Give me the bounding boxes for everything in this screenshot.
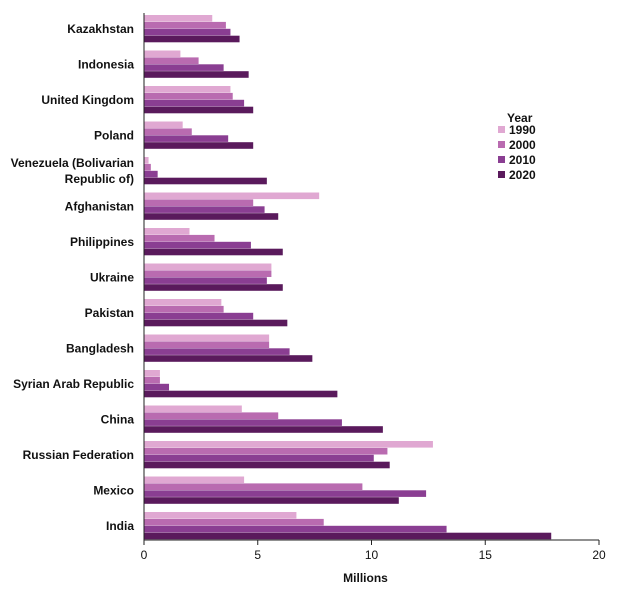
bar-mexico-2000 — [144, 483, 363, 490]
bar-kazakhstan-2020 — [144, 35, 240, 43]
bar-kazakhstan-1990 — [144, 15, 213, 22]
bar-united-kingdom-2020 — [144, 106, 254, 114]
category-label: United Kingdom — [41, 93, 134, 107]
bar-syrian-arab-republic-2010 — [144, 383, 170, 391]
bar-afghanistan-2010 — [144, 206, 265, 213]
category-label: Kazakhstan — [67, 22, 134, 36]
x-axis: 0 5 10 15 20 — [141, 13, 606, 562]
bars-group — [144, 15, 552, 540]
legend-label-2020: 2020 — [509, 168, 536, 182]
category-label: Indonesia — [78, 57, 134, 71]
bar-philippines-2000 — [144, 234, 215, 242]
bar-poland-2000 — [144, 128, 192, 135]
bar-ukraine-2000 — [144, 270, 272, 277]
legend-title: Year — [507, 111, 533, 125]
x-tick-label: 15 — [479, 548, 493, 562]
legend-swatch-2000 — [498, 141, 505, 148]
bar-china-2010 — [144, 419, 342, 426]
category-label: Venezuela (Bolivarian Republic of) — [11, 156, 134, 186]
bar-venezuela-bolivarian-republic-of--1990 — [144, 157, 149, 164]
bar-philippines-2010 — [144, 241, 251, 249]
bar-ukraine-1990 — [144, 263, 272, 271]
bar-russian-federation-2000 — [144, 447, 388, 455]
category-label: Mexico — [93, 483, 134, 497]
bar-bangladesh-2010 — [144, 348, 290, 355]
bar-mexico-2020 — [144, 497, 399, 504]
bar-poland-2020 — [144, 142, 254, 149]
bar-pakistan-1990 — [144, 299, 222, 306]
category-label: China — [101, 412, 135, 426]
bar-poland-2010 — [144, 135, 229, 142]
bar-philippines-2020 — [144, 248, 283, 256]
bar-united-kingdom-2010 — [144, 99, 245, 107]
legend-label-1990: 1990 — [509, 123, 536, 137]
category-label: Pakistan — [85, 306, 134, 320]
bar-afghanistan-1990 — [144, 192, 320, 200]
bar-india-2020 — [144, 532, 552, 540]
bar-russian-federation-2020 — [144, 461, 390, 469]
legend-label-2010: 2010 — [509, 153, 536, 167]
bar-india-1990 — [144, 512, 297, 519]
legend-swatch-2010 — [498, 156, 505, 163]
legend-label-2000: 2000 — [509, 138, 536, 152]
bar-united-kingdom-1990 — [144, 86, 231, 93]
bar-bangladesh-2020 — [144, 355, 313, 362]
bar-indonesia-2000 — [144, 57, 199, 64]
bar-bangladesh-1990 — [144, 334, 270, 342]
bar-syrian-arab-republic-1990 — [144, 370, 160, 377]
x-tick-label: 5 — [254, 548, 261, 562]
bar-ukraine-2010 — [144, 277, 267, 284]
bar-syrian-arab-republic-2000 — [144, 376, 160, 384]
x-tick-label: 10 — [365, 548, 379, 562]
category-label: Poland — [94, 128, 134, 142]
bar-philippines-1990 — [144, 228, 190, 235]
bar-kazakhstan-2000 — [144, 21, 226, 29]
category-label: India — [106, 519, 134, 533]
bar-bangladesh-2000 — [144, 341, 270, 348]
x-axis-title: Millions — [343, 571, 388, 585]
bar-syrian-arab-republic-2020 — [144, 390, 338, 398]
bar-china-1990 — [144, 405, 242, 413]
bar-pakistan-2010 — [144, 312, 254, 320]
bar-kazakhstan-2010 — [144, 28, 231, 36]
bar-poland-1990 — [144, 121, 183, 129]
bar-united-kingdom-2000 — [144, 92, 233, 100]
bar-indonesia-1990 — [144, 50, 181, 58]
x-tick-label: 0 — [141, 548, 148, 562]
bar-india-2010 — [144, 525, 447, 533]
bar-mexico-2010 — [144, 490, 427, 497]
category-label: Bangladesh — [66, 341, 134, 355]
bar-venezuela-bolivarian-republic-of--2010 — [144, 170, 158, 178]
legend-swatch-1990 — [498, 126, 505, 133]
bar-ukraine-2020 — [144, 284, 283, 291]
category-label: Syrian Arab Republic — [13, 377, 134, 391]
bar-indonesia-2020 — [144, 71, 249, 78]
bar-pakistan-2020 — [144, 319, 288, 327]
legend-swatch-2020 — [498, 171, 505, 178]
bar-china-2020 — [144, 426, 383, 433]
category-label: Ukraine — [90, 270, 134, 284]
bar-indonesia-2010 — [144, 64, 224, 71]
bar-afghanistan-2020 — [144, 213, 279, 220]
category-label: Philippines — [70, 235, 134, 249]
category-label: Afghanistan — [65, 199, 134, 213]
x-tick-label: 20 — [592, 548, 606, 562]
bar-afghanistan-2000 — [144, 199, 254, 206]
category-label: Russian Federation — [23, 448, 134, 462]
bar-venezuela-bolivarian-republic-of--2000 — [144, 163, 151, 171]
bar-mexico-1990 — [144, 476, 245, 484]
bar-russian-federation-1990 — [144, 441, 433, 448]
bar-china-2000 — [144, 412, 279, 419]
bar-pakistan-2000 — [144, 305, 224, 313]
bar-india-2000 — [144, 518, 324, 526]
category-labels: Kazakhstan Indonesia United Kingdom Poland V… — [11, 22, 135, 533]
bar-russian-federation-2010 — [144, 454, 374, 462]
bar-venezuela-bolivarian-republic-of--2020 — [144, 177, 267, 185]
